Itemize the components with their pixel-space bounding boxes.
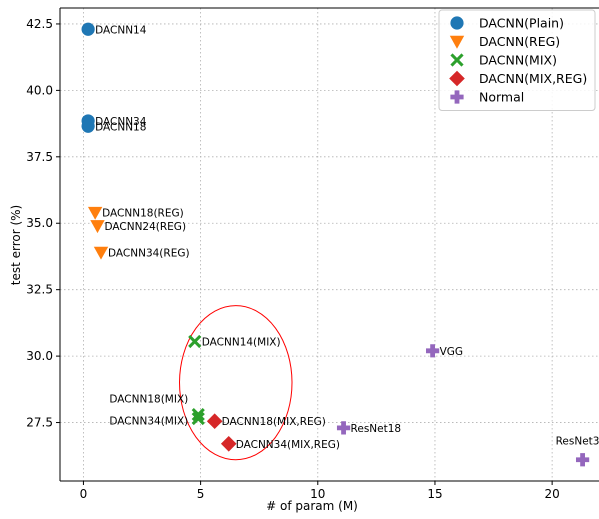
y-tick-label: 37.5 bbox=[26, 150, 53, 164]
legend-marker bbox=[450, 90, 464, 104]
legend-label: DACNN(Plain) bbox=[479, 16, 564, 31]
data-point bbox=[90, 220, 105, 234]
point-label: ResNet34 bbox=[556, 436, 599, 448]
y-tick-label: 42.5 bbox=[26, 17, 53, 31]
legend-label: DACNN(MIX,REG) bbox=[479, 71, 587, 86]
x-tick-label: 10 bbox=[310, 487, 325, 501]
x-axis-title: # of param (M) bbox=[266, 499, 358, 513]
y-tick-label: 40.0 bbox=[26, 83, 53, 97]
data-point bbox=[336, 421, 351, 435]
legend-label: DACNN(MIX) bbox=[479, 53, 557, 68]
y-tick-label: 35.0 bbox=[26, 216, 53, 230]
legend-marker bbox=[449, 35, 465, 49]
data-point bbox=[81, 22, 95, 36]
y-tick-label: 30.0 bbox=[26, 349, 53, 363]
axes: 0 5 10 15 20 27.5 30.0 32.5 35.0 37.5 40.0 42.5 bbox=[26, 7, 599, 501]
point-label: DACNN34(MIX) bbox=[109, 416, 188, 428]
y-tick-label: 32.5 bbox=[26, 283, 53, 297]
point-label: DACNN18(MIX) bbox=[109, 394, 188, 406]
point-label: DACNN14(MIX) bbox=[202, 336, 281, 348]
y-axis-title: test error (%) bbox=[9, 205, 23, 286]
annotation-layer bbox=[179, 305, 293, 461]
point-label: DACNN34(REG) bbox=[108, 247, 190, 259]
data-point bbox=[220, 435, 237, 452]
legend-box bbox=[438, 9, 596, 111]
point-label: DACNN18(REG) bbox=[102, 208, 184, 220]
data-point bbox=[87, 206, 103, 220]
data-point bbox=[191, 407, 205, 422]
legend-label: DACNN(REG) bbox=[479, 34, 560, 49]
data-point bbox=[93, 246, 109, 260]
x-tick-label: 20 bbox=[544, 487, 559, 501]
data-point bbox=[575, 453, 590, 467]
point-label: DACNN24(REG) bbox=[104, 221, 186, 233]
data-point bbox=[81, 119, 95, 133]
legend-marker bbox=[450, 53, 464, 67]
legend-marker bbox=[449, 70, 465, 87]
point-label: DACNN18 bbox=[95, 121, 146, 133]
data-point bbox=[191, 411, 205, 426]
point-label: DACNN18(MIX,REG) bbox=[222, 416, 326, 428]
point-label: DACNN34 bbox=[95, 116, 147, 128]
data-point bbox=[206, 413, 223, 430]
legend: DACNN(Plain) DACNN(REG) DACNN(MIX) DACNN(MI… bbox=[438, 9, 596, 111]
data-point bbox=[426, 344, 440, 358]
x-tick-label: 0 bbox=[80, 487, 88, 501]
legend-marker bbox=[450, 16, 464, 30]
x-tick-label: 15 bbox=[427, 487, 442, 501]
highlight-ellipse bbox=[179, 305, 293, 461]
data-point bbox=[188, 334, 202, 349]
point-label: DACNN34(MIX,REG) bbox=[236, 439, 340, 451]
point-label: DACNN14 bbox=[95, 24, 147, 36]
point-label: ResNet18 bbox=[351, 423, 402, 435]
x-tick-label: 5 bbox=[197, 487, 205, 501]
data-points bbox=[81, 22, 590, 467]
y-tick-label: 27.5 bbox=[26, 416, 53, 430]
point-label: VGG bbox=[440, 346, 463, 358]
legend-label: Normal bbox=[479, 90, 524, 105]
